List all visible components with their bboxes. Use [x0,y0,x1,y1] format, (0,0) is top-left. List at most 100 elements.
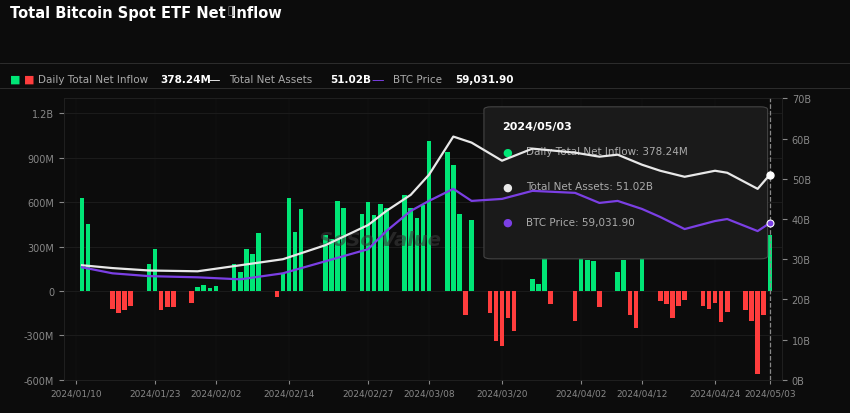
Bar [153,250,157,291]
Text: BTC Price: BTC Price [393,74,442,84]
Bar [670,291,675,318]
Bar [664,291,669,304]
Bar [80,199,84,291]
Text: 51.02B: 51.02B [330,74,371,84]
Bar [286,198,292,291]
Bar [706,291,711,309]
Bar [190,291,194,303]
Bar [621,260,626,291]
Bar [378,204,382,291]
Text: BTC Price: 59,031.90: BTC Price: 59,031.90 [525,217,634,227]
Text: —: — [371,74,384,87]
Text: Total Bitcoin Spot ETF Net Inflow: Total Bitcoin Spot ETF Net Inflow [10,6,282,21]
Bar [342,209,346,291]
Bar [548,291,553,304]
Bar [244,250,249,291]
Bar [415,219,419,291]
Bar [597,291,602,308]
Bar [573,291,577,321]
Bar [756,291,760,374]
Bar [329,240,334,291]
Bar [336,201,340,291]
Bar [207,288,212,291]
Text: 378.24M: 378.24M [161,74,212,84]
Bar [128,291,133,306]
Text: Total Net Assets: 51.02B: Total Net Assets: 51.02B [525,182,653,192]
Bar [743,291,748,311]
Bar [768,235,772,291]
Text: SoSo Value: SoSo Value [319,230,441,249]
Bar [658,291,662,301]
Text: —: — [207,74,220,87]
Bar [677,291,681,306]
Bar [116,291,121,313]
Bar [633,291,638,328]
Bar [713,291,717,303]
Bar [256,234,261,291]
Bar [299,210,303,291]
Bar [506,291,510,318]
Bar [292,232,298,291]
Bar [579,252,583,291]
Bar [86,225,90,291]
Text: ■: ■ [24,74,34,84]
Bar [591,262,596,291]
Bar [445,152,450,291]
Bar [201,285,206,291]
Bar [500,291,504,346]
Bar [238,272,242,291]
Bar [323,235,328,291]
Text: 2024/05/03: 2024/05/03 [502,121,572,132]
Text: Daily Total Net Inflow: 378.24M: Daily Total Net Inflow: 378.24M [525,147,688,157]
Bar [530,280,535,291]
Bar [275,291,279,297]
Bar [762,291,766,315]
Text: ●: ● [502,217,512,227]
Bar [384,209,388,291]
Bar [683,291,687,300]
Bar [147,265,151,291]
Text: Daily Total Net Inflow: Daily Total Net Inflow [38,74,149,84]
Bar [280,273,285,291]
Bar [451,166,456,291]
Bar [719,291,723,322]
FancyBboxPatch shape [484,107,768,259]
Bar [165,291,169,308]
Bar [232,265,236,291]
Bar [615,272,620,291]
Bar [110,291,115,309]
Text: ●: ● [502,182,512,192]
Bar [585,260,590,291]
Bar [213,286,218,291]
Text: Total Net Assets: Total Net Assets [230,74,313,84]
Bar [542,250,547,291]
Bar [640,257,644,291]
Bar [469,220,473,291]
Bar [372,216,377,291]
Bar [427,142,431,291]
Bar [421,206,425,291]
Bar [250,254,255,291]
Text: ■: ■ [10,74,20,84]
Bar [512,291,517,331]
Bar [366,203,371,291]
Bar [171,291,176,308]
Bar [700,291,706,306]
Bar [488,291,492,313]
Bar [360,214,365,291]
Bar [196,287,200,291]
Bar [402,195,407,291]
Bar [159,291,163,311]
Bar [627,291,632,315]
Bar [463,291,468,315]
Bar [457,214,462,291]
Bar [536,284,541,291]
Text: ⓘ: ⓘ [228,6,235,16]
Bar [494,291,498,342]
Bar [750,291,754,321]
Text: 59,031.90: 59,031.90 [455,74,513,84]
Bar [122,291,127,311]
Text: ●: ● [502,147,512,157]
Bar [725,291,729,312]
Bar [408,209,413,291]
